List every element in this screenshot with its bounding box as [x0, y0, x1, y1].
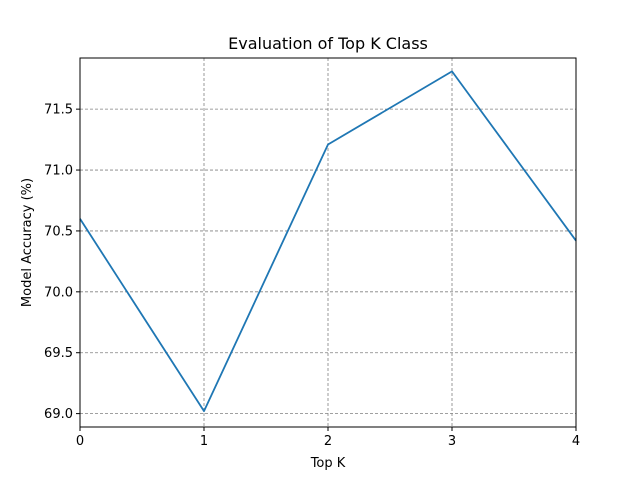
x-tick-label: 1: [200, 434, 208, 449]
series-layer: [79, 70, 577, 413]
x-tick-label: 2: [324, 434, 332, 449]
y-tick-label: 70.0: [44, 285, 73, 300]
x-axis-ticks: 0 1 2 3 4: [76, 427, 580, 449]
x-tick-label: 4: [572, 434, 580, 449]
y-tick-label: 70.5: [44, 224, 73, 239]
series-line: [79, 70, 577, 413]
y-axis-label: Model Accuracy (%): [20, 178, 35, 307]
chart-title: Evaluation of Top K Class: [228, 34, 428, 53]
y-axis-ticks: 69.0 69.5 70.0 70.5 71.0 71.5: [44, 103, 80, 422]
y-tick-label: 71.0: [44, 164, 73, 179]
x-axis-label: Top K: [310, 456, 346, 471]
x-tick-label: 3: [448, 434, 456, 449]
x-tick-label: 0: [76, 434, 84, 449]
y-tick-label: 71.5: [44, 103, 73, 118]
y-tick-label: 69.5: [44, 346, 73, 361]
y-tick-label: 69.0: [44, 407, 73, 422]
